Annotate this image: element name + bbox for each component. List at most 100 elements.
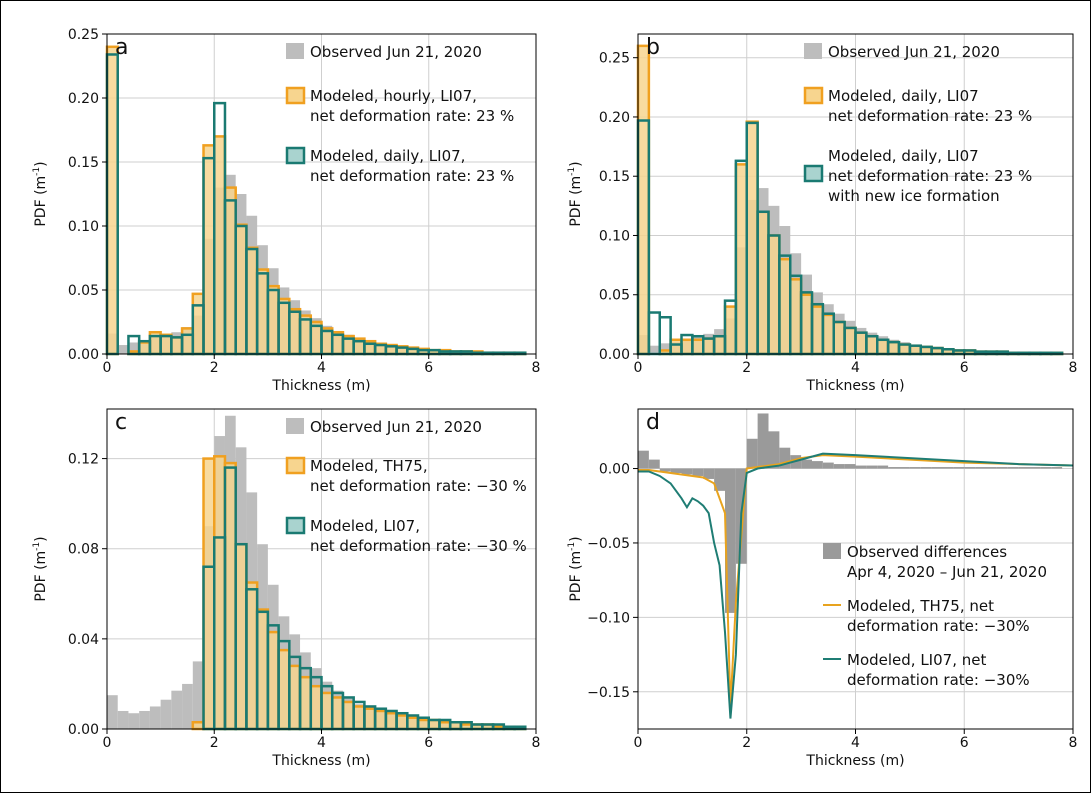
y-tick-label: 0.00: [599, 462, 630, 478]
orange-bar: [191, 720, 205, 731]
difference-bar: [899, 467, 910, 469]
x-tick-label: 8: [1069, 360, 1078, 376]
orange-bar: [854, 331, 868, 356]
x-tick-label: 4: [851, 735, 860, 751]
legend-swatch: [823, 543, 841, 559]
observed-bar: [128, 713, 140, 729]
difference-bar: [866, 465, 878, 469]
orange-bar: [137, 341, 152, 356]
orange-bar: [832, 320, 846, 356]
y-tick-label: 0.00: [599, 347, 630, 363]
panel-label: b: [646, 35, 660, 60]
legend-entry: Modeled, LI07, net deformation rate: −30%: [823, 651, 1030, 689]
y-tick-label: −0.15: [587, 685, 630, 701]
orange-bar: [277, 648, 291, 731]
orange-bar: [320, 327, 334, 356]
observed-bar: [171, 690, 183, 729]
legend-label: Modeled, daily, LI07: [828, 147, 979, 165]
observed-bar: [117, 710, 129, 729]
difference-bar: [931, 467, 943, 469]
y-axis-label-exponent: -1: [32, 542, 42, 551]
legend-label: Observed Jun 21, 2020: [310, 418, 482, 436]
orange-bar: [288, 664, 302, 731]
orange-bar: [213, 135, 227, 356]
y-axis-label-exponent: -1: [567, 542, 577, 551]
orange-bar: [255, 268, 270, 356]
orange-bar: [298, 314, 313, 356]
orange-bar: [395, 714, 409, 731]
difference-bar: [638, 450, 649, 469]
y-tick-label: −0.05: [587, 536, 630, 552]
difference-bar: [975, 467, 986, 469]
orange-bar: [288, 307, 302, 356]
observed-bar: [107, 695, 118, 729]
legend-swatch: [285, 456, 306, 475]
y-tick-label: 0.05: [68, 283, 99, 299]
y-axis-label-close: ): [33, 161, 49, 166]
difference-bar: [844, 464, 856, 469]
y-tick-label: 0.10: [68, 219, 99, 235]
orange-bar: [799, 293, 814, 356]
legend-entry: Observed Jun 21, 2020: [286, 43, 482, 61]
orange-bar: [330, 696, 345, 731]
legend-label: Observed Jun 21, 2020: [828, 43, 1000, 61]
legend-entry: Modeled, TH75, net deformation rate: −30 …: [285, 456, 527, 495]
orange-bar: [298, 675, 313, 731]
difference-bar: [1051, 467, 1063, 469]
orange-bar: [352, 705, 366, 731]
legend-entry: Modeled, daily, LI07 net deformation rate…: [803, 147, 1032, 205]
orange-bar: [865, 334, 879, 356]
y-tick-label: 0.15: [599, 169, 630, 185]
difference-bar: [659, 468, 671, 472]
y-axis-label: PDF (m-1): [567, 161, 584, 226]
difference-bar: [681, 468, 693, 475]
orange-bar: [234, 542, 248, 731]
legend-label: net deformation rate: −30 %: [310, 477, 527, 495]
panel-d: 0 2 4 6 8 0.00 −0.05 −0.10 −0.15 Thickness (m) PDF…: [567, 408, 1078, 769]
orange-bar: [712, 334, 727, 356]
x-axis-label: Thickness (m): [271, 378, 370, 394]
difference-bar: [942, 467, 954, 469]
legend-entry: Modeled, TH75, net deformation rate: −30%: [823, 597, 1030, 635]
legend-label: with new ice formation: [828, 187, 1000, 205]
orange-bar: [191, 292, 205, 356]
difference-bar: [812, 461, 823, 469]
x-tick-label: 2: [210, 735, 219, 751]
orange-bar: [843, 326, 857, 356]
y-axis-label-close: ): [33, 536, 49, 541]
x-tick-label: 6: [424, 360, 433, 376]
legend-entry: Observed Jun 21, 2020: [286, 418, 482, 436]
difference-bar: [714, 468, 725, 491]
observed-bar: [659, 343, 671, 354]
y-tick-label: 0.04: [68, 632, 99, 648]
legend-label: Modeled, daily, LI07,: [310, 147, 465, 165]
y-axis-label-text: PDF (m: [33, 176, 49, 227]
x-tick-label: 0: [103, 735, 112, 751]
y-axis-label-text: PDF (m: [33, 551, 49, 602]
orange-bar: [277, 297, 291, 356]
difference-bar: [1029, 467, 1041, 469]
legend-label: deformation rate: −30%: [847, 671, 1030, 689]
orange-bar: [734, 163, 748, 356]
difference-bar: [779, 447, 791, 469]
x-tick-label: 6: [960, 360, 969, 376]
orange-bar: [821, 313, 835, 356]
panel-b: 0 2 4 6 8 0.00 0.05 0.10 0.15 0.20 0.25 Thickness (…: [567, 33, 1078, 394]
orange-bar: [223, 186, 237, 356]
orange-bar: [810, 305, 825, 356]
line-orange-series: [638, 454, 1074, 707]
difference-bar: [670, 468, 682, 473]
orange-bar: [723, 305, 738, 356]
legend-label: Modeled, hourly, LI07,: [310, 87, 477, 105]
legend-label: Modeled, LI07, net: [847, 651, 986, 669]
orange-bar: [170, 336, 184, 356]
panel-c: 0 2 4 6 8 0.00 0.04 0.08 0.12 Thickness (m) PDF (m…: [32, 408, 540, 769]
y-tick-label: 0.12: [68, 452, 99, 468]
orange-bar: [406, 716, 420, 731]
y-tick-label: 0.20: [599, 110, 630, 126]
legend-label: deformation rate: −30%: [847, 617, 1030, 635]
y-tick-label: 0.25: [68, 27, 99, 43]
x-axis-label: Thickness (m): [805, 753, 904, 769]
x-tick-label: 8: [1069, 735, 1078, 751]
orange-bar: [897, 343, 912, 356]
